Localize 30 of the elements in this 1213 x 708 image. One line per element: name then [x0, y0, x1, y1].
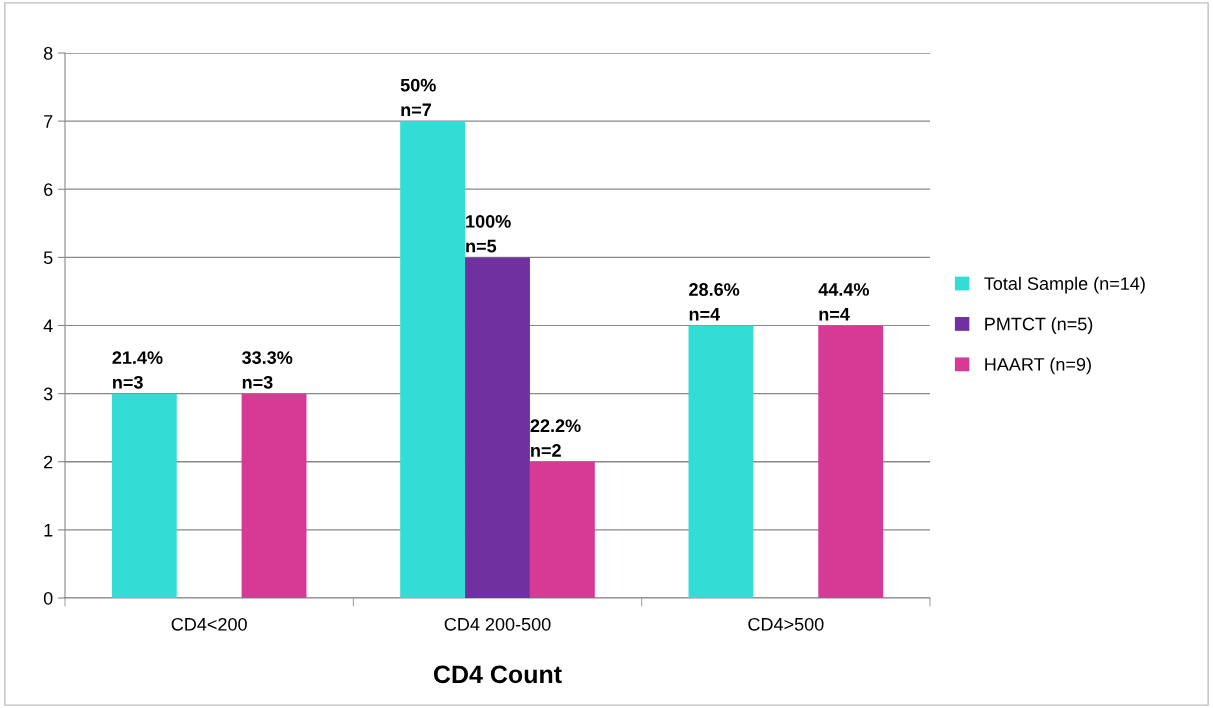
legend-label: HAART (n=9): [985, 357, 1091, 375]
y-tick-label: 3: [43, 387, 53, 401]
data-label: 28.6% n=4: [689, 283, 740, 321]
x-tick-label: CD4<200: [171, 617, 247, 631]
bar: [818, 325, 884, 598]
bar: [241, 393, 307, 598]
data-label: 21.4% n=3: [112, 351, 163, 389]
data-label: 22.2% n=2: [530, 419, 581, 457]
data-label: 33.3% n=3: [242, 351, 293, 389]
x-tick-label: CD4>500: [748, 617, 824, 631]
bar: [111, 393, 177, 598]
bar: [529, 461, 595, 598]
data-label: 50% n=7: [400, 78, 436, 117]
y-tick-label: 6: [44, 183, 53, 196]
x-axis-title: CD4 Count: [433, 665, 562, 684]
legend-label: Total Sample (n=14): [984, 276, 1145, 294]
y-tick-label: 0: [43, 591, 53, 605]
data-label: 100% n=5: [466, 214, 511, 253]
data-label: 44.4% n=4: [818, 283, 869, 321]
y-tick-label: 8: [43, 46, 53, 60]
y-tick-label: 1: [44, 524, 53, 537]
bar: [688, 325, 754, 598]
y-tick-label: 2: [44, 455, 53, 469]
bar: [465, 257, 530, 598]
bar: [400, 121, 466, 598]
x-tick-label: CD4 200-500: [444, 617, 551, 631]
legend-label: PMTCT (n=5): [985, 317, 1093, 334]
y-tick-label: 7: [44, 115, 53, 128]
y-tick-label: 5: [43, 251, 53, 265]
y-tick-label: 4: [43, 319, 53, 333]
